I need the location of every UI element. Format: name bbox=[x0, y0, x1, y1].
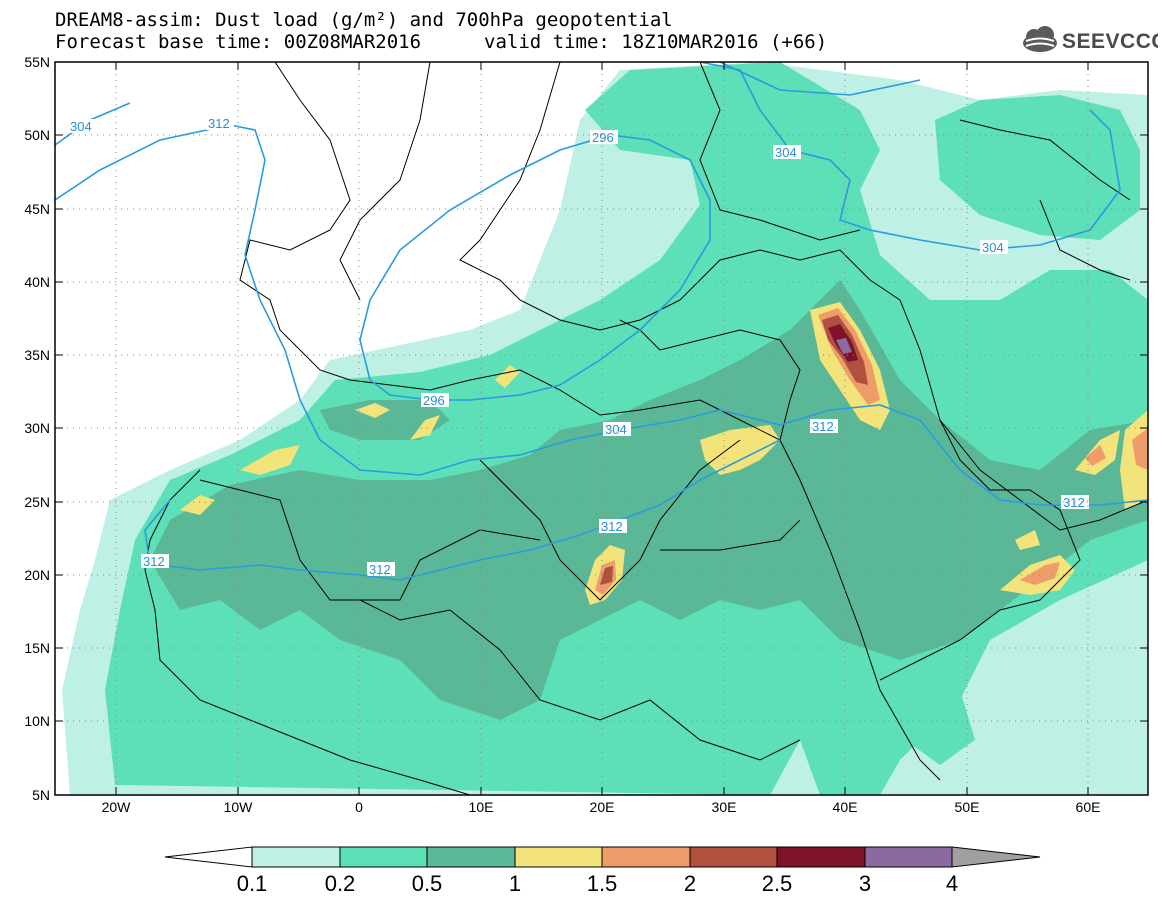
lat-tick-labels: 55N 50N 45N 40N 35N 30N 25N 20N 15N 10N … bbox=[24, 54, 50, 803]
lat-tick-label: 20N bbox=[24, 567, 50, 583]
colorbar-swatch bbox=[426, 846, 516, 868]
colorbar-swatch bbox=[251, 846, 341, 868]
svg-text:304: 304 bbox=[982, 240, 1004, 255]
colorbar-labels: 0.1 0.2 0.5 1 1.5 2 2.5 3 4 bbox=[237, 871, 958, 896]
colorbar-label: 0.5 bbox=[412, 871, 443, 896]
contour-label: 312 bbox=[810, 419, 838, 434]
svg-text:312: 312 bbox=[369, 562, 391, 577]
svg-text:312: 312 bbox=[1063, 495, 1085, 510]
dust-region-0.2-gulf bbox=[900, 690, 975, 765]
contour-label: 304 bbox=[773, 145, 801, 160]
contour-label: 312 bbox=[599, 519, 627, 534]
dust-region-2-chad bbox=[600, 566, 613, 585]
colorbar-label: 0.1 bbox=[237, 871, 268, 896]
lon-tick-label: 50E bbox=[955, 799, 980, 815]
lat-tick-label: 5N bbox=[32, 787, 50, 803]
svg-text:296: 296 bbox=[592, 130, 614, 145]
forecast-base-time: Forecast base time: 00Z08MAR2016 bbox=[55, 31, 422, 53]
colorbar-swatch bbox=[339, 846, 428, 868]
colorbar-label: 2 bbox=[684, 871, 696, 896]
lon-tick-label: 30E bbox=[712, 799, 737, 815]
colorbar-swatch bbox=[601, 846, 691, 868]
colorbar-label: 0.2 bbox=[325, 871, 356, 896]
svg-text:304: 304 bbox=[70, 119, 92, 134]
contour-label: 312 bbox=[367, 562, 395, 577]
lat-tick-label: 35N bbox=[24, 347, 50, 363]
lon-tick-label: 0 bbox=[355, 799, 363, 815]
axis-ticks bbox=[55, 61, 1148, 796]
coastlines bbox=[144, 62, 1148, 795]
colorbar-label: 4 bbox=[946, 871, 958, 896]
dust-region-0.2-north bbox=[935, 95, 1140, 240]
colorbar-label: 2.5 bbox=[762, 871, 793, 896]
valid-time: valid time: 18Z10MAR2016 (+66) bbox=[484, 31, 828, 53]
lat-tick-label: 50N bbox=[24, 127, 50, 143]
svg-text:312: 312 bbox=[143, 554, 165, 569]
lat-tick-label: 40N bbox=[24, 274, 50, 290]
colorbar-swatch bbox=[689, 846, 778, 868]
svg-text:304: 304 bbox=[775, 145, 797, 160]
lon-tick-label: 60E bbox=[1076, 799, 1101, 815]
logo-text: SEEVCCC bbox=[1062, 30, 1158, 53]
map-title: DREAM8-assim: Dust load (g/m²) and 700hP… bbox=[55, 9, 673, 31]
contour-label: 296 bbox=[590, 130, 618, 145]
lat-tick-label: 30N bbox=[24, 420, 50, 436]
lat-tick-label: 15N bbox=[24, 640, 50, 656]
lat-tick-label: 45N bbox=[24, 201, 50, 217]
colorbar-swatch bbox=[514, 846, 603, 868]
dust-region-3 bbox=[836, 338, 852, 354]
dust-region-0.5 bbox=[150, 280, 1148, 720]
lon-tick-label: 10E bbox=[469, 799, 494, 815]
seevccc-logo: SEEVCCC bbox=[1023, 26, 1158, 53]
lat-tick-label: 55N bbox=[24, 54, 50, 70]
lat-tick-label: 25N bbox=[24, 494, 50, 510]
contour-label-group: 304 312 296 304 304 296 304 312 312 312 … bbox=[68, 116, 1089, 577]
lon-tick-labels: 20W 10W 0 10E 20E 30E 40E 50E 60E bbox=[102, 799, 1101, 815]
svg-text:312: 312 bbox=[208, 116, 230, 131]
contour-label: 304 bbox=[980, 240, 1008, 255]
contour-label: 296 bbox=[421, 393, 449, 408]
colorbar-swatch bbox=[864, 846, 953, 868]
svg-text:296: 296 bbox=[423, 393, 445, 408]
lat-lon-grid bbox=[55, 62, 1148, 795]
colorbar-min-arrow bbox=[164, 846, 253, 868]
colorbar-label: 3 bbox=[859, 871, 871, 896]
lat-tick-label: 10N bbox=[24, 713, 50, 729]
colorbar-swatch bbox=[776, 846, 866, 868]
contour-label: 312 bbox=[141, 554, 169, 569]
lon-tick-label: 20W bbox=[102, 799, 132, 815]
lon-tick-label: 10W bbox=[224, 799, 254, 815]
colorbar-label: 1.5 bbox=[587, 871, 618, 896]
svg-text:304: 304 bbox=[605, 422, 627, 437]
geopotential-contours bbox=[55, 62, 1148, 581]
cloud-logo-icon bbox=[1023, 26, 1057, 52]
colorbar bbox=[164, 846, 1041, 868]
svg-text:312: 312 bbox=[812, 419, 834, 434]
lon-tick-label: 40E bbox=[833, 799, 858, 815]
colorbar-max-arrow bbox=[951, 846, 1041, 868]
contour-label: 312 bbox=[206, 116, 234, 131]
contour-label: 304 bbox=[603, 422, 631, 437]
colorbar-label: 1 bbox=[509, 871, 521, 896]
lon-tick-label: 20E bbox=[590, 799, 615, 815]
contour-label: 304 bbox=[68, 119, 96, 134]
svg-text:312: 312 bbox=[601, 519, 623, 534]
